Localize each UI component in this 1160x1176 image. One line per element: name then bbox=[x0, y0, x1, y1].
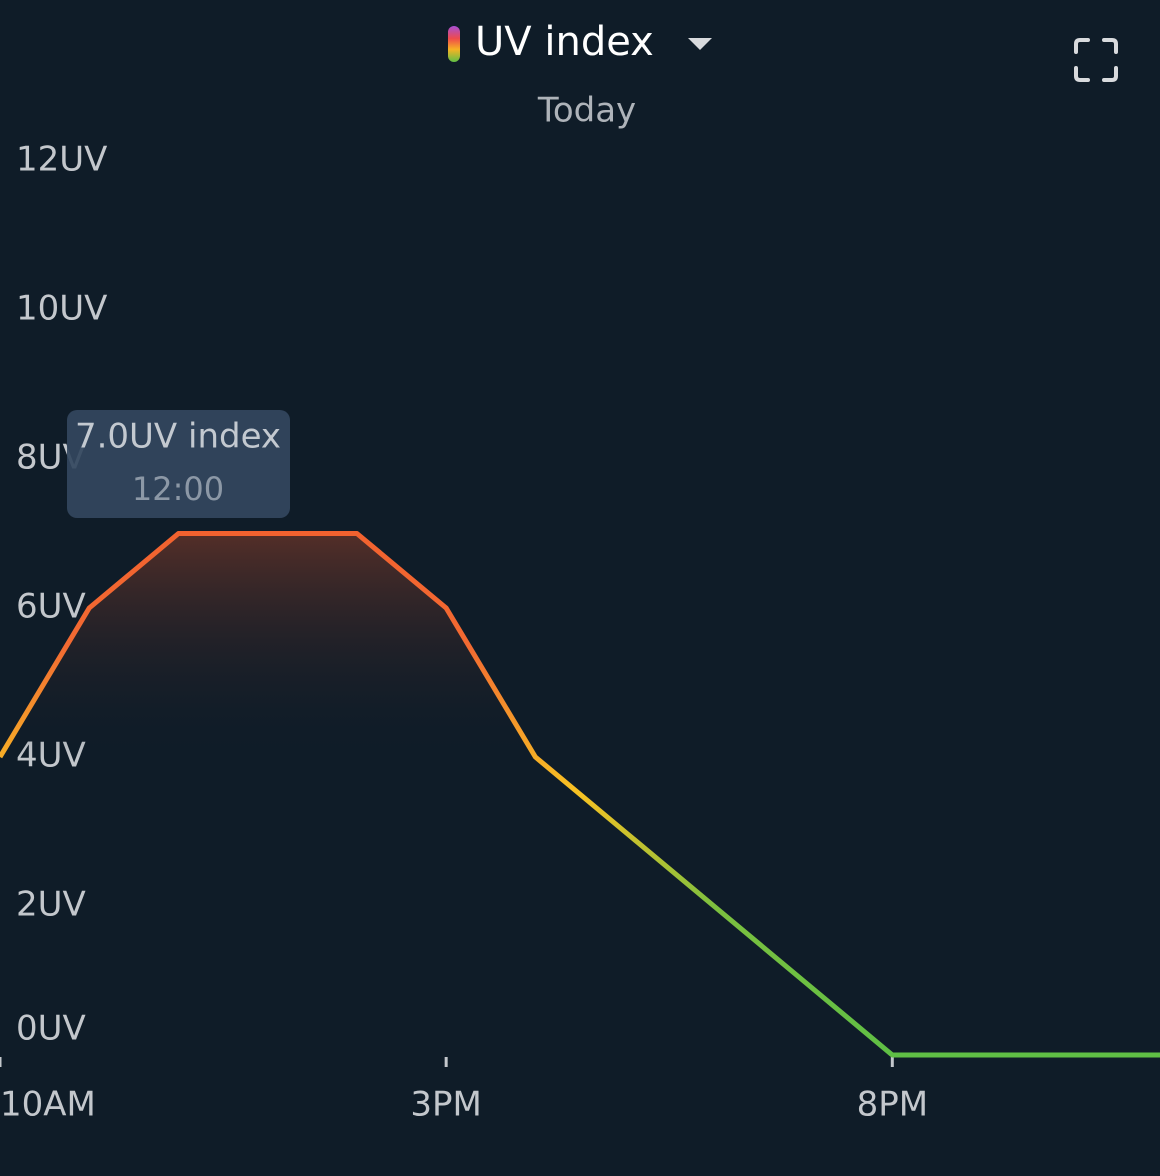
title-icon bbox=[448, 26, 460, 62]
x-tick-label: 3PM bbox=[410, 1085, 481, 1125]
tooltip-box bbox=[67, 410, 290, 518]
chart-title[interactable]: UV index bbox=[475, 19, 654, 65]
x-tick-label: 8PM bbox=[857, 1085, 928, 1125]
y-tick-label: 10UV bbox=[16, 289, 107, 329]
tooltip-value: 7.0UV index bbox=[75, 417, 281, 457]
chart-subtitle: Today bbox=[537, 91, 636, 131]
fullscreen-button[interactable] bbox=[1074, 38, 1118, 82]
tooltip-time: 12:00 bbox=[132, 470, 224, 508]
dropdown-arrow[interactable] bbox=[688, 38, 712, 50]
y-tick-label: 12UV bbox=[16, 140, 107, 180]
tooltip: 7.0UV index 12:00 bbox=[67, 410, 290, 518]
y-tick-label: 6UV bbox=[16, 587, 86, 627]
line bbox=[0, 531, 1160, 1058]
x-tick-label: 10AM bbox=[0, 1085, 96, 1125]
